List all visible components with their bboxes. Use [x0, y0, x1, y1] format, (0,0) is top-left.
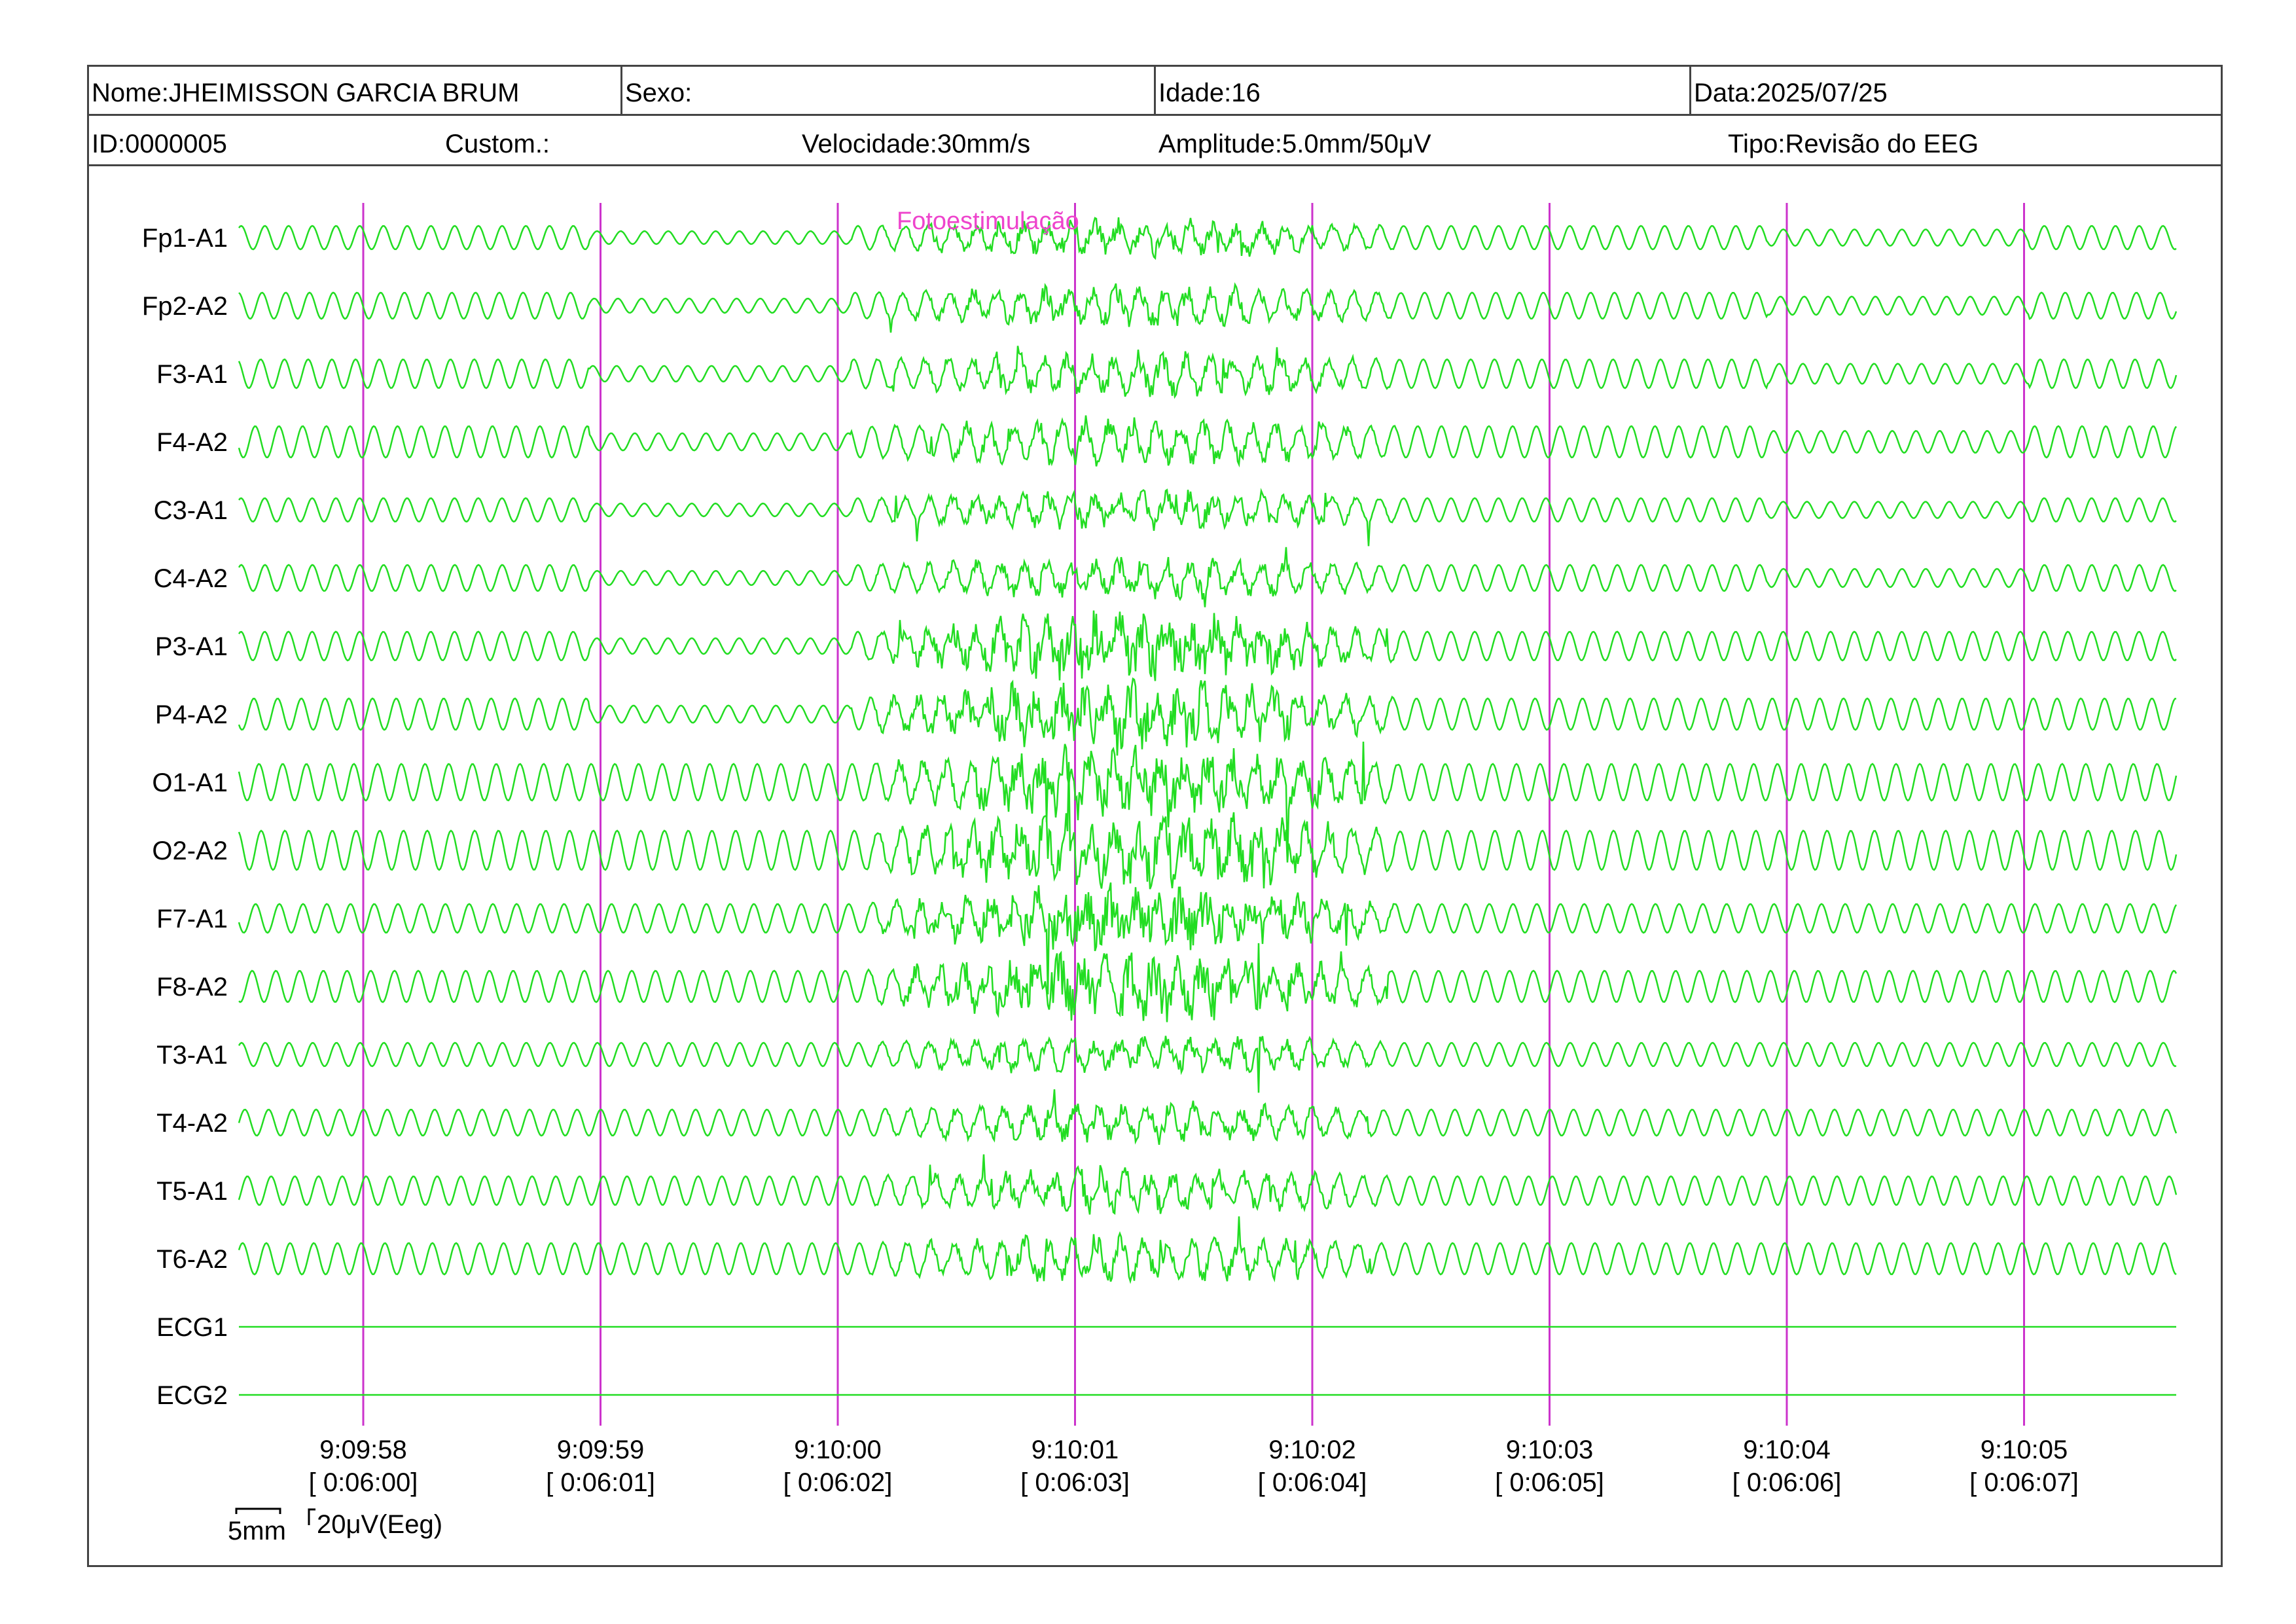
time-tick-elapsed: [ 0:06:04]: [1258, 1468, 1367, 1497]
time-tick-clock: 9:10:05: [1981, 1435, 2068, 1464]
channel-label: T6-A2: [156, 1245, 228, 1274]
channel-label: O1-A1: [152, 768, 228, 797]
time-tick-clock: 9:10:00: [794, 1435, 881, 1464]
time-markers: [362, 203, 2025, 1426]
time-tick-clock: 9:09:58: [319, 1435, 406, 1464]
time-tick-clock: 9:10:03: [1506, 1435, 1593, 1464]
eeg-trace: [238, 677, 2177, 756]
scale-bar: 5mm 20μV(Eeg): [228, 1507, 442, 1545]
time-tick-elapsed: [ 0:06:02]: [783, 1468, 893, 1497]
custom-field: Custom.:: [445, 130, 550, 158]
channel-label: Fp2-A2: [142, 292, 228, 321]
eeg-trace: [238, 741, 2178, 860]
eeg-trace: [238, 1089, 2178, 1145]
patient-id: ID:0000005: [92, 130, 227, 158]
channel-label: C3-A1: [154, 496, 228, 525]
eeg-trace: [238, 415, 2178, 468]
channel-label: O2-A2: [152, 837, 228, 865]
eeg-trace: [238, 762, 2178, 890]
channel-label: P4-A2: [155, 700, 228, 729]
speed-setting: Velocidade:30mm/s: [802, 130, 1031, 158]
time-tick-elapsed: [ 0:06:05]: [1495, 1468, 1604, 1497]
channel-label: C4-A2: [154, 564, 228, 593]
patient-sex: Sexo:: [625, 79, 692, 107]
eeg-trace: [238, 547, 2177, 607]
patient-age: Idade:16: [1158, 79, 1261, 107]
header-cell-divider: [1154, 65, 1156, 115]
eeg-trace: [238, 282, 2178, 333]
event-label: Fotoestimulação: [897, 208, 1079, 235]
time-tick-clock: 9:09:59: [557, 1435, 644, 1464]
time-tick-elapsed: [ 0:06:00]: [309, 1468, 418, 1497]
channel-label: P3-A1: [155, 632, 228, 661]
eeg-trace: [238, 488, 2177, 547]
eeg-traces: [238, 217, 2178, 1396]
exam-type: Tipo:Revisão do EEG: [1728, 130, 1979, 158]
eeg-trace: [238, 217, 2177, 261]
scale-amplitude-label: 20μV(Eeg): [317, 1510, 442, 1539]
exam-date: Data:2025/07/25: [1694, 79, 1888, 107]
time-tick-elapsed: [ 0:06:01]: [546, 1468, 655, 1497]
header-cell-divider: [620, 65, 622, 115]
scale-time-label: 5mm: [228, 1517, 286, 1545]
time-tick-elapsed: [ 0:06:06]: [1732, 1468, 1842, 1497]
time-tick-clock: 9:10:01: [1031, 1435, 1119, 1464]
channel-label: F3-A1: [156, 360, 228, 389]
header-divider-2: [87, 164, 2223, 166]
eeg-trace: [238, 1216, 2177, 1284]
patient-name: Nome:JHEIMISSON GARCIA BRUM: [92, 79, 520, 107]
channel-label: F8-A2: [156, 973, 228, 1001]
channel-label: F7-A1: [156, 905, 228, 933]
eeg-trace: [238, 882, 2178, 995]
time-tick-labels: 9:09:58 [ 0:06:00] 9:09:59 [ 0:06:01] 9:10:0…: [309, 1435, 2079, 1497]
channel-label: T5-A1: [156, 1177, 228, 1206]
channel-label: Fp1-A1: [142, 224, 228, 253]
eeg-trace: [238, 943, 2178, 1022]
time-tick-elapsed: [ 0:06:07]: [1969, 1468, 2079, 1497]
eeg-trace: [238, 1036, 2177, 1093]
channel-label: T3-A1: [156, 1041, 228, 1070]
time-tick-elapsed: [ 0:06:03]: [1020, 1468, 1130, 1497]
amplitude-setting: Amplitude:5.0mm/50μV: [1158, 130, 1431, 158]
time-tick-clock: 9:10:02: [1268, 1435, 1355, 1464]
channel-label: ECG2: [156, 1381, 228, 1410]
eeg-trace: [238, 346, 2178, 399]
channel-label: ECG1: [156, 1313, 228, 1342]
time-tick-clock: 9:10:04: [1743, 1435, 1830, 1464]
header-cell-divider: [1689, 65, 1691, 115]
eeg-trace: [238, 610, 2177, 681]
channel-label: F4-A2: [156, 428, 228, 457]
channel-label: T4-A2: [156, 1109, 228, 1138]
eeg-trace: [238, 1154, 2178, 1215]
channel-labels: Fp1-A1 Fp2-A2 F3-A1 F4-A2 C3-A1 C4-A2 P3-A1 P4-…: [142, 224, 228, 1410]
